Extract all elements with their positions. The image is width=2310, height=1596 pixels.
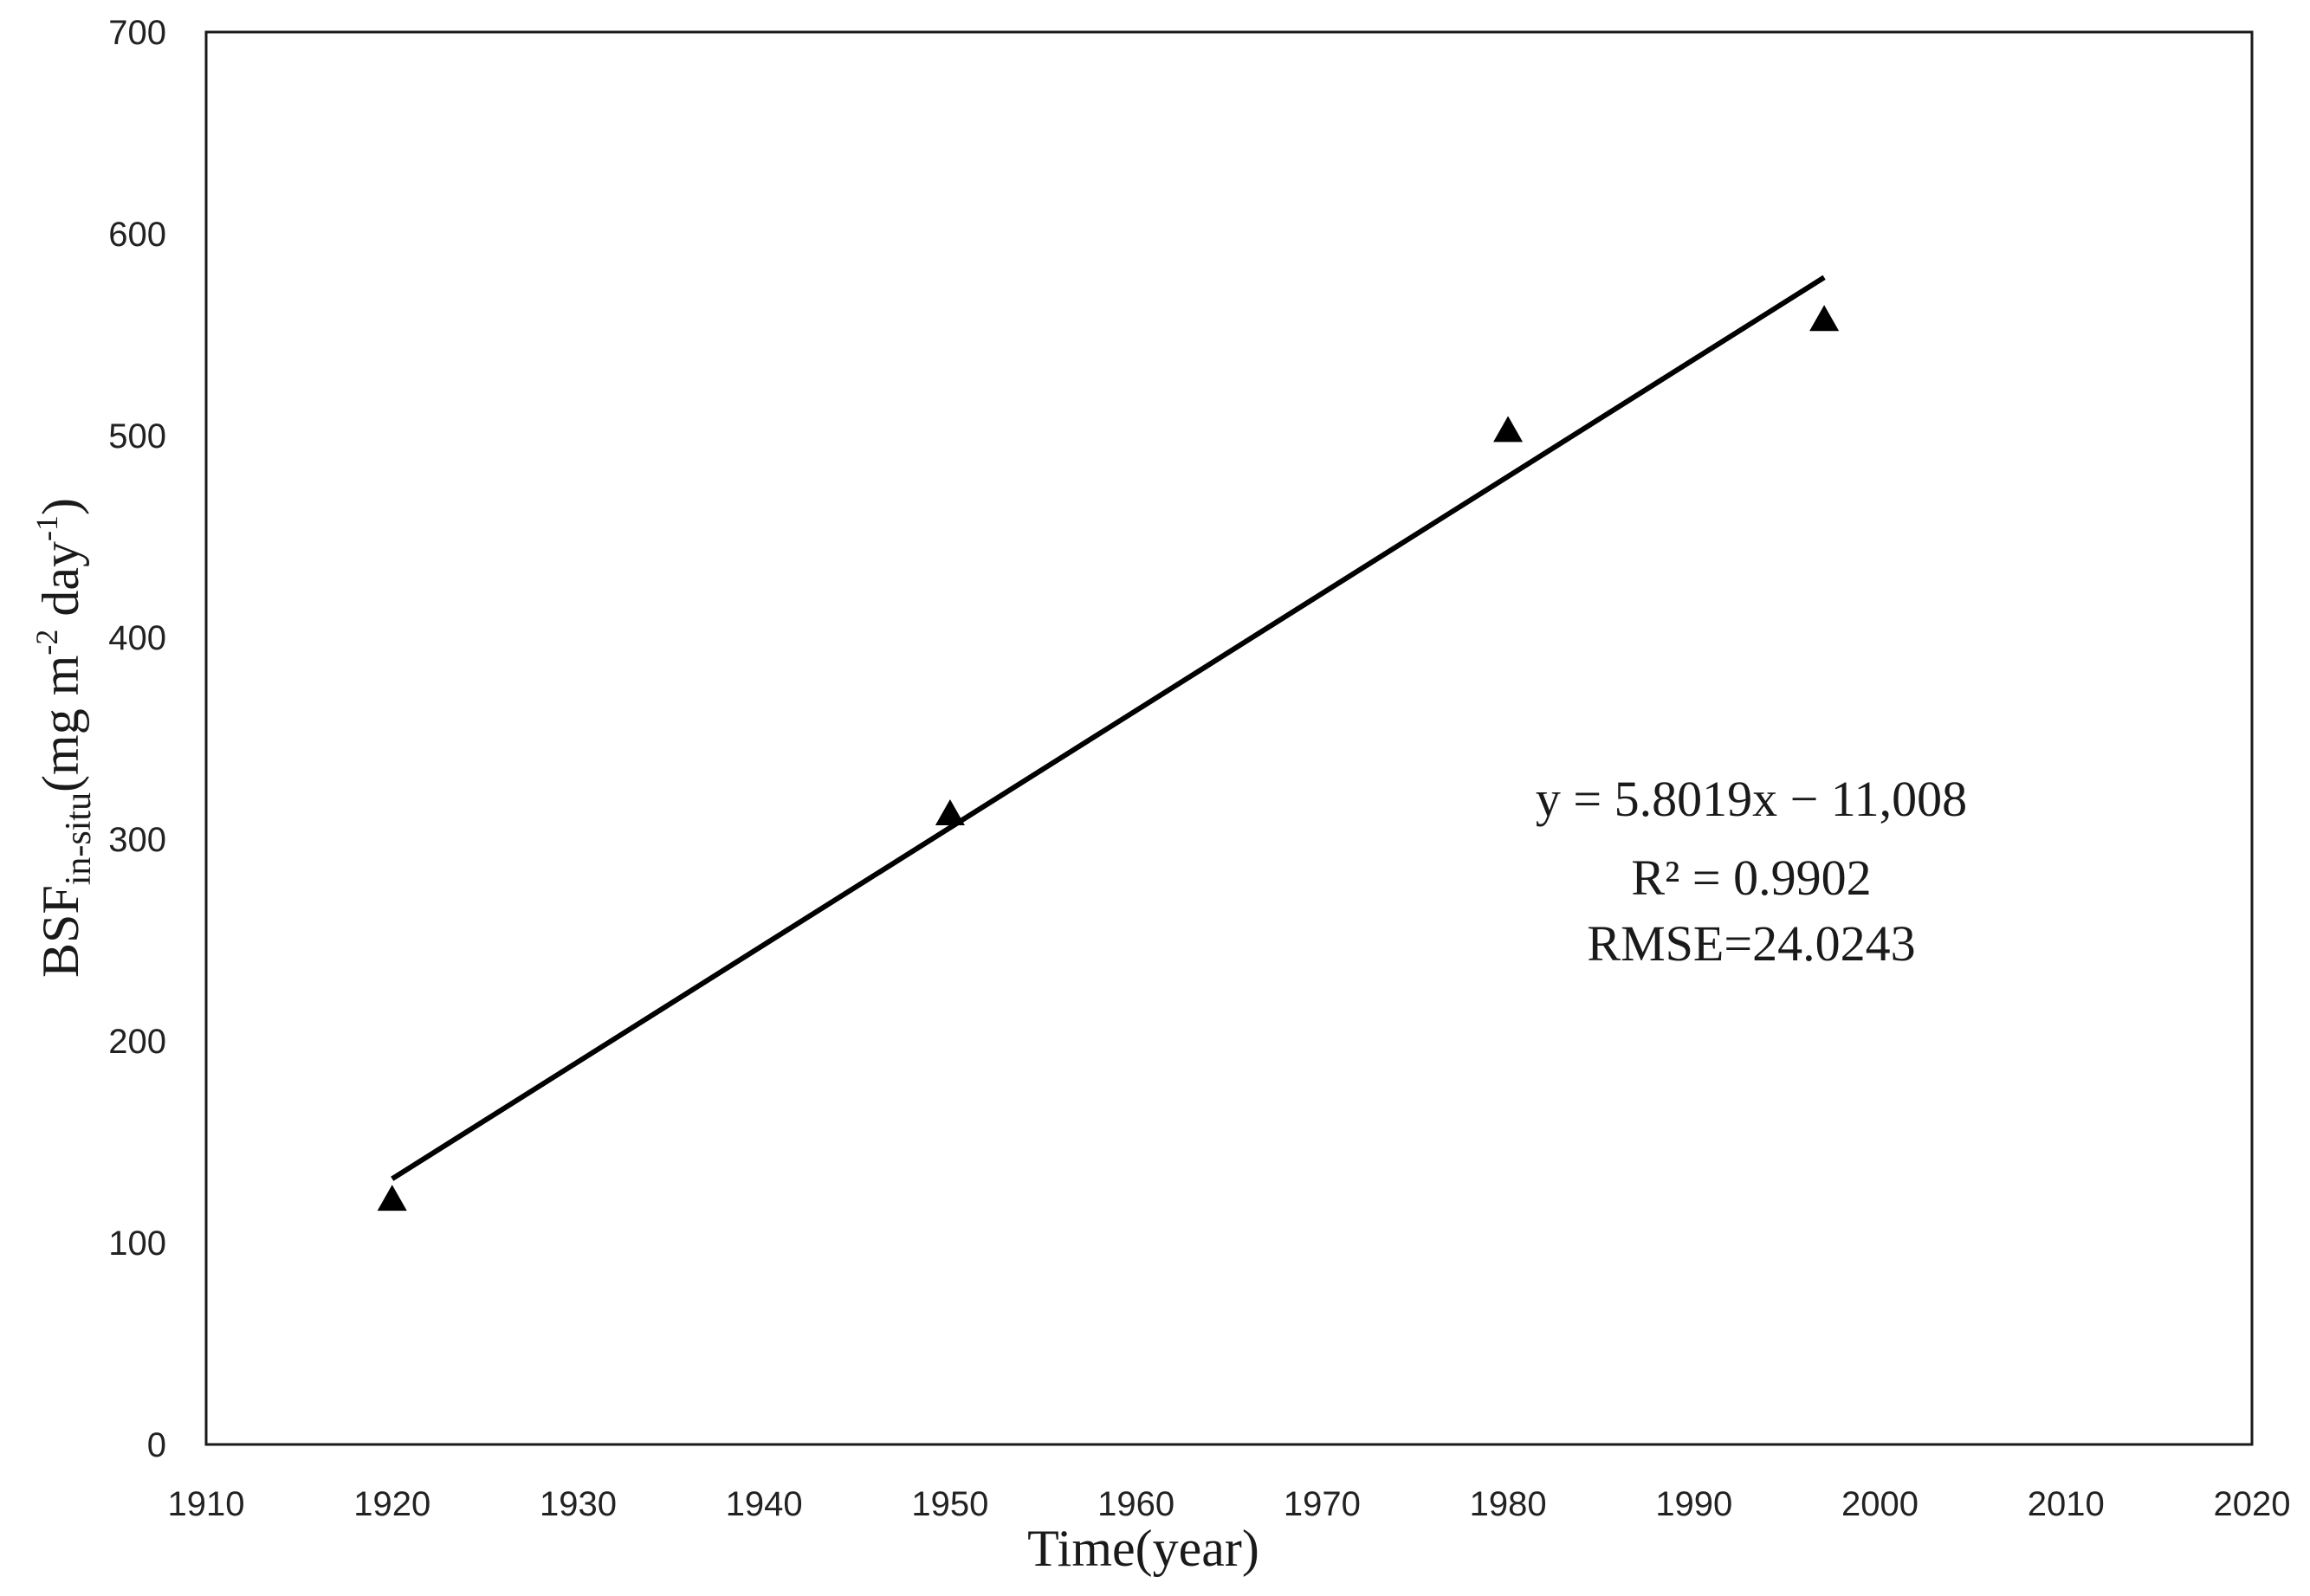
- y-tick-label: 600: [108, 216, 166, 254]
- data-point-triangle: [377, 1185, 407, 1212]
- y-tick-label: 500: [108, 417, 166, 456]
- trendline-group: [391, 275, 1826, 1181]
- y-axis-ticks: 0 100 200 300 400 500 600 700: [108, 14, 166, 1464]
- y-axis-title-unit-mid: day: [32, 541, 89, 630]
- x-axis-ticks: 1910 1920 1930 1940 1950 1960 1970 1980 1990 2000…: [168, 1485, 2291, 1523]
- x-tick-label: 1960: [1097, 1485, 1174, 1523]
- x-tick-label: 2000: [1841, 1485, 1919, 1523]
- x-tick-label: 1920: [353, 1485, 430, 1523]
- y-axis-title-unit-open: (mg m: [32, 656, 89, 792]
- x-tick-label: 1930: [540, 1485, 617, 1523]
- plot-area-frame: [204, 30, 2254, 1446]
- y-tick-label: 300: [108, 821, 166, 859]
- x-tick-label: 1980: [1470, 1485, 1547, 1523]
- data-point-triangle: [935, 799, 965, 826]
- y-axis-title-exponent-2: -1: [29, 515, 64, 541]
- x-tick-label: 1950: [911, 1485, 988, 1523]
- r-squared-label: R² = 0.9902: [1631, 850, 1871, 906]
- x-tick-label: 2010: [2028, 1485, 2105, 1523]
- trendline: [391, 275, 1826, 1181]
- data-point-triangle: [1493, 416, 1524, 443]
- x-tick-label: 1970: [1284, 1485, 1361, 1523]
- y-tick-label: 400: [108, 619, 166, 657]
- y-tick-label: 0: [147, 1426, 166, 1464]
- y-axis-title-subscript: in-situ: [59, 792, 99, 885]
- rmse-label: RMSE=24.0243: [1587, 915, 1915, 972]
- y-axis-title: BSFin-situ(mg m-2 day-1): [29, 498, 99, 978]
- regression-annotation: y = 5.8019x − 11,008 R² = 0.9902 RMSE=24…: [1536, 771, 1967, 972]
- regression-equation: y = 5.8019x − 11,008: [1536, 771, 1967, 827]
- y-tick-label: 100: [108, 1224, 166, 1263]
- y-tick-label: 700: [108, 14, 166, 52]
- x-tick-label: 1990: [1655, 1485, 1732, 1523]
- data-point-triangle: [1809, 305, 1840, 332]
- data-points: [377, 305, 1840, 1212]
- x-tick-label: 1940: [726, 1485, 803, 1523]
- y-axis-title-unit-close: ): [32, 498, 89, 515]
- x-tick-label: 1910: [168, 1485, 245, 1523]
- y-axis-title-exponent-1: -2: [29, 630, 64, 656]
- y-axis-title-main: BSF: [32, 885, 89, 978]
- y-tick-label: 200: [108, 1023, 166, 1061]
- x-axis-title: Time(year): [1027, 1520, 1259, 1577]
- x-tick-label: 2020: [2214, 1485, 2291, 1523]
